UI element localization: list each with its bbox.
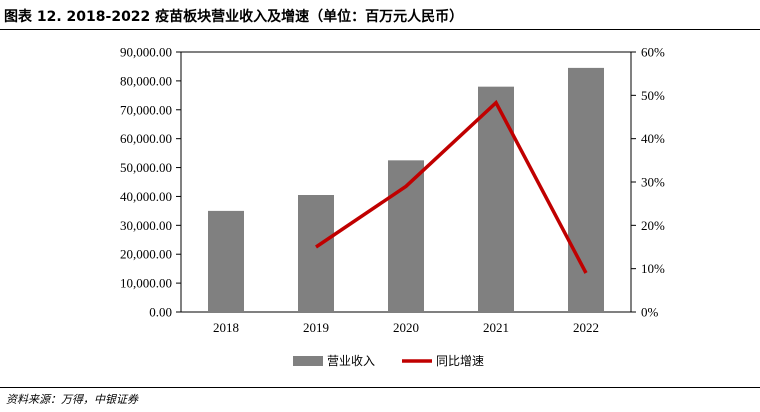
legend-swatch-revenue (293, 356, 323, 366)
chart: 0.00 10,000.00 20,000.00 30,000.00 40,000.00… (120, 45, 665, 369)
right-axis-tick-label: 30% (641, 175, 665, 190)
right-axis-tick-label: 20% (641, 218, 665, 233)
bar-2018 (208, 210, 244, 312)
left-axis-tick-label: 90,000.00 (120, 45, 172, 60)
x-axis-label: 2019 (303, 320, 329, 335)
left-axis-tick-label: 80,000.00 (120, 73, 172, 88)
left-axis-tick-label: 70,000.00 (120, 102, 172, 117)
left-axis-tick-label: 30,000.00 (120, 218, 172, 233)
source-note: 资料来源：万得，中银证券 (6, 393, 138, 406)
legend-label-revenue: 营业收入 (327, 354, 375, 368)
bar-2020 (388, 160, 424, 312)
right-axis-tick-label: 40% (641, 131, 665, 146)
legend-label-growth: 同比增速 (436, 354, 484, 368)
left-axis-tick-label: 20,000.00 (120, 247, 172, 262)
right-axis-tick-label: 50% (641, 88, 665, 103)
x-axis-label: 2021 (483, 320, 509, 335)
figure-title: 图表 12. 2018-2022 疫苗板块营业收入及增速（单位：百万元人民币） (4, 9, 464, 25)
growth-line (315, 99, 588, 274)
left-axis-tick-label: 40,000.00 (120, 189, 172, 204)
x-axis-label: 2018 (213, 320, 239, 335)
right-axis-tick-label: 60% (641, 45, 665, 60)
left-axis-tick-label: 0.00 (149, 305, 172, 320)
source-divider (0, 387, 760, 388)
right-axis-tick-label: 10% (641, 261, 665, 276)
right-axis-tick-label: 0% (641, 305, 659, 320)
x-axis-label: 2020 (393, 320, 419, 335)
title-divider (0, 29, 760, 30)
bar-2022 (568, 67, 604, 312)
x-axis-label: 2022 (573, 320, 599, 335)
bar-2019 (298, 195, 334, 312)
left-axis-tick-label: 10,000.00 (120, 276, 172, 291)
left-axis-tick-label: 50,000.00 (120, 160, 172, 175)
left-axis-tick-label: 60,000.00 (120, 131, 172, 146)
bar-2021 (478, 86, 514, 313)
